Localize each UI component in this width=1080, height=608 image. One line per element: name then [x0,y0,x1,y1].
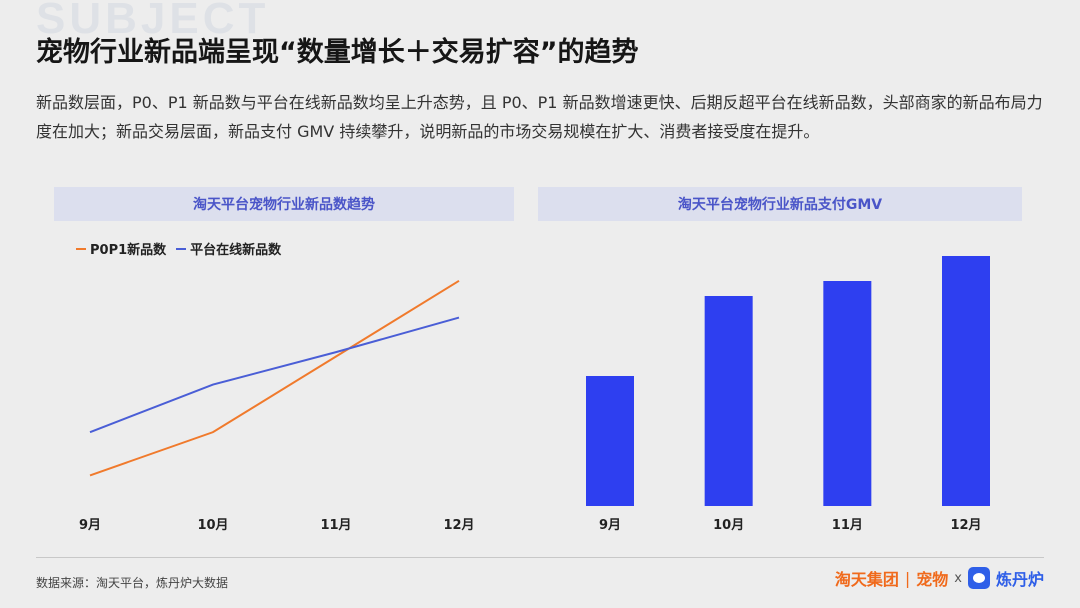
bar [586,376,634,506]
line-chart-title: 淘天平台宠物行业新品数趋势 [54,187,514,221]
page-title: 宠物行业新品端呈现“数量增长＋交易扩容”的趋势 [36,37,639,68]
legend-item-p0p1: P0P1新品数 [76,239,166,258]
bar-x-tick-label: 11月 [832,518,863,533]
line-x-tick-label: 9月 [79,518,101,533]
brand-logos: 淘天集团 | 宠物 x 炼丹炉 [835,566,1044,590]
bar [823,281,872,506]
intro-paragraph: 新品数层面，P0、P1 新品数与平台在线新品数均呈上升态势，且 P0、P1 新品… [36,93,1043,141]
line-x-tick-label: 11月 [320,518,351,533]
bar-x-tick-label: 10月 [713,518,744,533]
legend-label-platform: 平台在线新品数 [190,243,282,258]
line-x-tick-label: 12月 [443,518,474,533]
brand-taotian: 淘天集团 [834,570,899,589]
bar [704,296,753,506]
liandanlu-logo-icon [967,567,990,589]
data-source: 数据来源：淘天平台，炼丹炉大数据 [36,576,229,590]
bar-chart-title: 淘天平台宠物行业新品支付GMV [538,187,1022,221]
brand-separator: | [904,568,911,588]
footer-divider [36,557,1044,558]
line-chart-legend: P0P1新品数 平台在线新品数 [76,239,281,258]
line-x-tick-label: 10月 [197,518,228,533]
watermark-text: SUBJECT [36,0,270,43]
brand-liandanlu: 炼丹炉 [995,570,1044,589]
bar [942,256,990,506]
line-series-1 [89,316,460,434]
brand-pet: 宠物 [916,570,949,589]
legend-swatch-p0p1 [76,247,86,250]
legend-label-p0p1: P0P1新品数 [90,243,167,258]
legend-item-platform: 平台在线新品数 [176,239,281,258]
line-series-0 [89,279,460,477]
legend-swatch-platform [176,247,187,250]
bar-x-tick-label: 12月 [950,518,981,533]
brand-x: x [954,570,962,586]
bar-x-tick-label: 9月 [599,518,621,533]
